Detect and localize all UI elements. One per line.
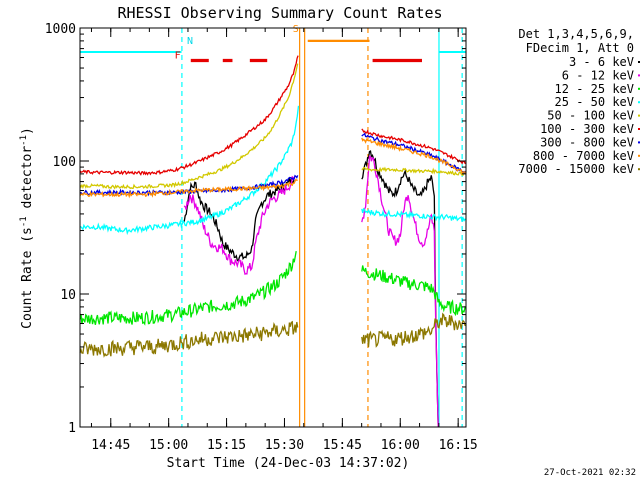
y-tick-label-1: 1 xyxy=(68,421,76,436)
series-line-25-50-kev-seg-2 xyxy=(361,207,467,222)
y-tick-label-2: 10 xyxy=(60,288,76,303)
series-line-800-7000-kev-seg-1 xyxy=(79,178,298,199)
series-line-6-12-kev-seg-2 xyxy=(361,155,439,428)
series-line-50-100-kev-seg-2 xyxy=(361,166,466,176)
legend-label-3: 12 - 25 keV xyxy=(555,82,634,96)
legend: Det 1,3,4,5,6,9, FDecim 1, Att 0 3 - 6 k… xyxy=(518,27,640,176)
x-tick-label-3: 15:15 xyxy=(207,438,246,453)
y-tick-label-3: 100 xyxy=(53,155,76,170)
x-axis-label: Start Time (24-Dec-03 14:37:02) xyxy=(167,456,410,471)
legend-label-7: 300 - 800 keV xyxy=(540,135,634,149)
chart-title: RHESSI Observing Summary Count Rates xyxy=(117,4,442,22)
x-tick-label-5: 15:45 xyxy=(323,438,362,453)
annotation-marker-f: F xyxy=(175,50,181,61)
plot-frame xyxy=(79,27,467,428)
series-line-800-7000-kev-seg-2 xyxy=(361,137,467,175)
series-line-12-25-kev-seg-1 xyxy=(79,250,297,326)
x-tick-label-2: 15:00 xyxy=(149,438,188,453)
annotation-marker-s: S xyxy=(293,24,299,35)
x-tick-label-6: 16:00 xyxy=(381,438,420,453)
plot-area: NF S xyxy=(79,24,467,428)
x-tick-label-4: 15:30 xyxy=(265,438,304,453)
legend-label-2: 6 - 12 keV xyxy=(562,68,634,82)
legend-label-6: 100 - 300 keV xyxy=(540,122,634,136)
series-line-12-25-kev-seg-2 xyxy=(361,265,467,317)
annotation-marker-n: N xyxy=(187,36,193,47)
series-line-7000-15000-kev-seg-1 xyxy=(79,320,299,358)
series-line-50-100-kev-seg-1 xyxy=(79,63,299,190)
legend-label-4: 25 - 50 keV xyxy=(555,95,634,109)
series-line-7000-15000-kev-seg-2 xyxy=(361,312,467,348)
legend-label-1: 3 - 6 keV xyxy=(569,55,634,69)
legend-label-5: 50 - 100 keV xyxy=(547,109,634,123)
x-tick-label-7: 16:15 xyxy=(439,438,478,453)
legend-header-line-2: FDecim 1, Att 0 xyxy=(526,41,634,55)
legend-label-8: 800 - 7000 keV xyxy=(533,149,634,163)
series-line-25-50-kev-seg-1 xyxy=(79,105,300,236)
generated-timestamp: 27-Oct-2021 02:32 xyxy=(544,468,636,478)
legend-header-line-1: Det 1,3,4,5,6,9, xyxy=(518,27,634,41)
axes: 1 10 100 1000 14:45 15:00 15:15 15:30 15:45 16:00… xyxy=(45,22,478,453)
y-axis-label: Count Rate (s-1 detector-1) xyxy=(19,127,35,329)
series-line-3-6-kev-seg-2 xyxy=(361,150,439,428)
series-line-6-12-kev-seg-1 xyxy=(183,175,295,275)
legend-label-9: 7000 - 15000 keV xyxy=(518,162,634,176)
series-line-100-300-kev-seg-2 xyxy=(361,128,467,165)
y-tick-label-4: 1000 xyxy=(45,22,76,37)
series-line-300-800-kev-seg-1 xyxy=(79,174,299,197)
series-line-100-300-kev-seg-1 xyxy=(79,55,299,176)
x-tick-label-1: 14:45 xyxy=(91,438,130,453)
